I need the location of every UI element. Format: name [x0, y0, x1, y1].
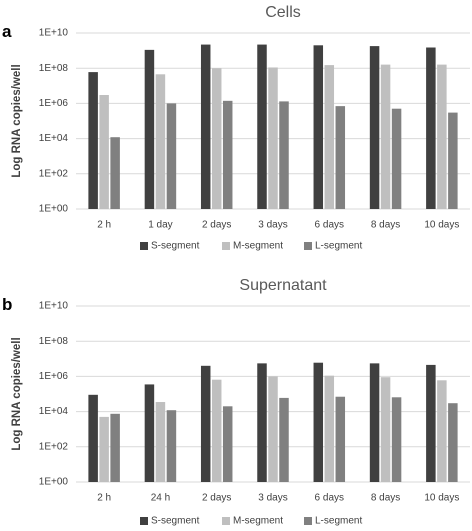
bar-s-segment-7 — [426, 364, 436, 482]
y-tick-label: 1E+06 — [39, 98, 69, 109]
bar-l-segment-7 — [448, 403, 458, 482]
legend-label: S-segment — [151, 241, 200, 252]
x-tick-label: 2 h — [97, 493, 111, 504]
y-tick-label: 1E+02 — [39, 441, 69, 452]
chart-panel-a: a Cells 1E+00 1E+02 1E+04 1E+06 1E+08 1E+10 Log … — [2, 4, 470, 252]
bar-s-segment-1 — [88, 394, 98, 482]
bar-s-segment-1 — [88, 72, 98, 209]
bar-m-segment-7 — [437, 380, 447, 482]
y-tick-label: 1E+10 — [39, 28, 69, 39]
x-tick-label: 6 days — [315, 220, 344, 231]
bar-s-segment-4 — [257, 44, 267, 209]
bar-m-segment-1 — [99, 95, 109, 209]
bar-l-segment-3 — [222, 406, 233, 482]
y-tick-label: 1E+10 — [39, 301, 69, 312]
x-tick-label: 2 days — [202, 220, 231, 231]
bar-m-segment-1 — [99, 416, 109, 482]
x-tick-label: 2 days — [202, 493, 231, 504]
bar-l-segment-2 — [166, 103, 177, 209]
bar-m-segment-6 — [380, 377, 391, 482]
x-tick-label: 6 days — [315, 493, 344, 504]
bar-s-segment-3 — [200, 44, 211, 209]
legend-label: S-segment — [151, 516, 200, 527]
x-tick-label: 1 day — [148, 220, 172, 231]
bar-l-segment-7 — [448, 112, 458, 209]
bar-m-segment-7 — [437, 64, 447, 210]
legend-swatch-s-segment — [140, 517, 148, 525]
panel-letter: a — [2, 22, 12, 41]
legend-label: L-segment — [315, 241, 362, 252]
bar-l-segment-1 — [110, 137, 120, 209]
bar-l-segment-3 — [222, 100, 233, 209]
x-tick-label: 3 days — [258, 493, 287, 504]
legend-swatch-m-segment — [222, 242, 230, 250]
chart-title: Cells — [265, 4, 301, 21]
bar-m-segment-5 — [324, 65, 335, 209]
bar-l-segment-2 — [166, 410, 177, 482]
x-tick-label: 8 days — [371, 220, 400, 231]
bar-s-segment-6 — [369, 46, 380, 209]
bar-s-segment-3 — [200, 365, 211, 482]
x-tick-label: 8 days — [371, 493, 400, 504]
bar-l-segment-4 — [279, 101, 289, 209]
y-tick-label: 1E+04 — [39, 133, 69, 144]
legend-label: M-segment — [233, 516, 283, 527]
bar-m-segment-2 — [155, 74, 166, 209]
y-tick-label: 1E+04 — [39, 406, 69, 417]
x-tick-label: 3 days — [258, 220, 287, 231]
x-tick-label: 10 days — [424, 493, 459, 504]
bar-s-segment-6 — [369, 363, 380, 482]
bar-m-segment-6 — [380, 64, 391, 210]
bar-m-segment-3 — [211, 68, 222, 209]
legend-label: L-segment — [315, 516, 362, 527]
bar-s-segment-4 — [257, 363, 267, 482]
bar-l-segment-1 — [110, 413, 120, 482]
legend-swatch-l-segment — [304, 242, 312, 250]
bar-m-segment-4 — [268, 67, 278, 209]
bar-m-segment-4 — [268, 376, 278, 482]
bar-l-segment-5 — [335, 106, 346, 209]
legend-label: M-segment — [233, 241, 283, 252]
legend-swatch-l-segment — [304, 517, 312, 525]
y-tick-label: 1E+00 — [39, 477, 69, 488]
bar-s-segment-5 — [313, 362, 324, 482]
bar-s-segment-5 — [313, 45, 324, 209]
y-axis-label: Log RNA copies/well — [11, 337, 23, 450]
x-tick-label: 24 h — [151, 493, 170, 504]
x-tick-label: 10 days — [424, 220, 459, 231]
bar-l-segment-6 — [391, 397, 402, 482]
bar-l-segment-6 — [391, 108, 402, 209]
bar-l-segment-5 — [335, 396, 346, 482]
y-axis-label: Log RNA copies/well — [11, 64, 23, 177]
legend-swatch-s-segment — [140, 242, 148, 250]
y-tick-label: 1E+06 — [39, 371, 69, 382]
y-tick-label: 1E+08 — [39, 63, 69, 74]
bar-s-segment-2 — [144, 49, 155, 209]
bar-l-segment-4 — [279, 397, 289, 482]
x-tick-label: 2 h — [97, 220, 111, 231]
y-tick-label: 1E+02 — [39, 168, 69, 179]
bar-s-segment-2 — [144, 384, 155, 482]
chart-panel-b: b Supernatant 1E+00 1E+02 1E+04 1E+06 1E+08 1E+… — [2, 277, 470, 527]
chart-title: Supernatant — [239, 277, 327, 294]
bar-m-segment-2 — [155, 402, 166, 482]
legend-swatch-m-segment — [222, 517, 230, 525]
bar-m-segment-5 — [324, 375, 335, 482]
y-tick-label: 1E+08 — [39, 336, 69, 347]
y-tick-label: 1E+00 — [39, 204, 69, 215]
bar-m-segment-3 — [211, 379, 222, 482]
panel-letter: b — [2, 295, 12, 314]
bar-s-segment-7 — [426, 47, 436, 209]
